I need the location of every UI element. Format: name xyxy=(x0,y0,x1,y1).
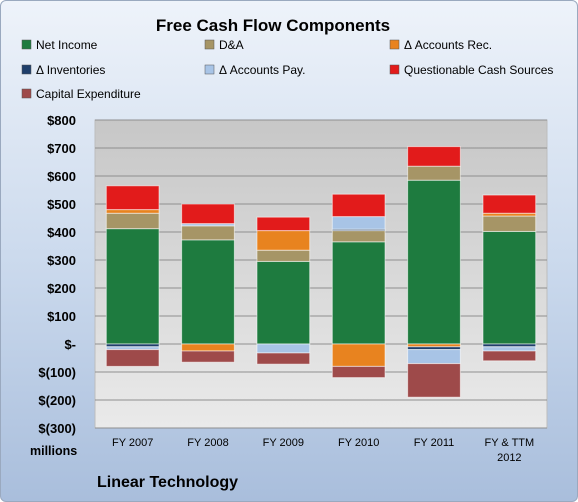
x-tick-label: FY 2008 xyxy=(187,437,228,449)
x-tick-label: FY 2009 xyxy=(263,437,304,449)
legend-entry: Δ Accounts Pay. xyxy=(219,63,306,77)
y-tick-label: $200 xyxy=(47,281,76,296)
bar-segment xyxy=(331,241,386,345)
bar-segment xyxy=(482,215,537,232)
bar-segment xyxy=(407,363,461,398)
bar-segment xyxy=(407,146,461,167)
legend-swatch xyxy=(21,64,32,75)
legend-entry: Net Income xyxy=(36,38,98,52)
y-tick-label: $700 xyxy=(47,141,76,156)
legend-swatch xyxy=(204,64,215,75)
bar-segment xyxy=(181,203,235,225)
bar-segment xyxy=(181,225,235,241)
y-tick-label: $400 xyxy=(47,225,76,240)
bar-segment xyxy=(331,365,386,379)
y-tick-label: $500 xyxy=(47,197,76,212)
bar-segment xyxy=(105,212,160,230)
chart-title: Free Cash Flow Components xyxy=(156,16,390,35)
bar-segment xyxy=(181,343,235,352)
legend-swatch xyxy=(21,39,32,50)
company-label: Linear Technology xyxy=(97,474,238,491)
x-tick-label: FY 2010 xyxy=(338,437,379,449)
gridlines xyxy=(95,119,547,429)
bar-segment xyxy=(105,349,160,367)
bar-segment xyxy=(105,228,160,345)
legend-entry: Δ Accounts Rec. xyxy=(404,38,492,52)
x-tick-label: FY 2007 xyxy=(112,437,153,449)
bar-segment xyxy=(482,230,537,345)
bar-segment xyxy=(256,352,311,365)
x-tick-label: FY & TTM xyxy=(484,437,534,449)
y-tick-label: $800 xyxy=(47,113,76,128)
bar-segment xyxy=(105,185,160,211)
bar-segment xyxy=(331,193,386,218)
y-tick-label: $- xyxy=(64,337,76,352)
legend-swatch xyxy=(21,88,32,99)
y-tick-label: $(300) xyxy=(38,421,76,436)
y-tick-label: $(200) xyxy=(38,393,76,408)
plot-area xyxy=(94,119,548,429)
bar-segment xyxy=(407,165,461,181)
y-axis: $(300) $(200) $(100) $- $100 $200 $300 $400 $500… xyxy=(38,113,76,436)
y-tick-label: $100 xyxy=(47,309,76,324)
x-axis: FY 2007 FY 2008 FY 2009 FY 2010 FY 2011 FY & … xyxy=(112,437,534,464)
bar-segment xyxy=(256,230,311,251)
y-tick-label: $(100) xyxy=(38,365,76,380)
legend-entry: Questionable Cash Sources xyxy=(404,63,553,77)
bar-segment xyxy=(331,216,386,230)
bar-segment xyxy=(181,239,235,345)
x-tick-label: 2012 xyxy=(497,452,521,464)
bar-segment xyxy=(256,260,311,345)
bar-segment xyxy=(331,343,386,367)
bar-segment xyxy=(482,194,537,214)
legend-entry: Capital Expenditure xyxy=(36,87,141,101)
bar-segment xyxy=(407,179,461,345)
y-tick-label: $600 xyxy=(47,169,76,184)
legend-swatch xyxy=(204,39,215,50)
bar-segment xyxy=(331,230,386,243)
bar-segment xyxy=(256,343,311,354)
legend-entry: D&A xyxy=(219,38,244,52)
bars xyxy=(105,146,537,398)
legend: Net Income D&A Δ Accounts Rec. Δ Inventorie… xyxy=(21,38,553,101)
bar-segment xyxy=(256,216,311,232)
bar-segment xyxy=(407,349,461,365)
bar-segment xyxy=(181,350,235,363)
x-tick-label: FY 2011 xyxy=(414,437,455,449)
bar-segment xyxy=(482,346,537,352)
legend-swatch xyxy=(389,64,400,75)
y-axis-label: millions xyxy=(30,444,77,458)
bar-segment xyxy=(482,350,537,362)
legend-entry: Δ Inventories xyxy=(36,63,105,77)
bar-segment xyxy=(256,249,311,262)
plot-background xyxy=(94,119,548,429)
y-tick-label: $300 xyxy=(47,253,76,268)
legend-swatch xyxy=(389,39,400,50)
bar-segment xyxy=(105,209,160,214)
